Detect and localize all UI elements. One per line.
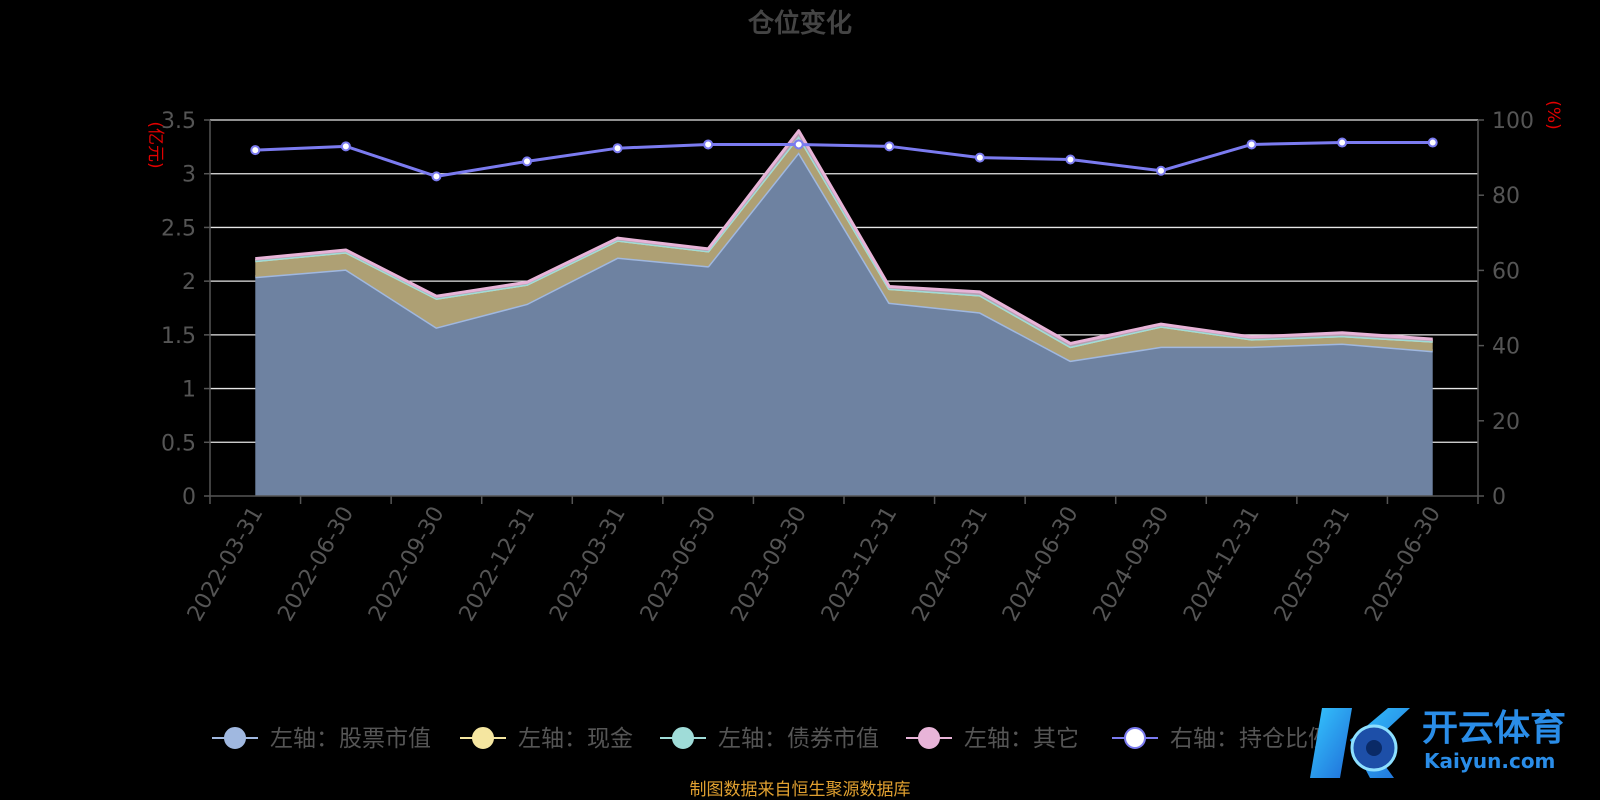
x-tick-label: 2024-12-31 — [1179, 503, 1265, 626]
right-tick-label: 40 — [1492, 335, 1520, 360]
holding-ratio-line — [250, 137, 1438, 182]
x-tick-label: 2023-12-31 — [817, 502, 903, 625]
left-axis-label: (亿元) — [145, 121, 165, 168]
ratio-point — [1427, 137, 1438, 148]
left-tick-label: 1.5 — [161, 324, 196, 349]
ratio-point — [340, 141, 351, 152]
left-tick-label: 2.5 — [161, 216, 196, 241]
left-tick-label: 3 — [182, 163, 196, 188]
x-tick-label: 2023-09-30 — [726, 503, 812, 626]
data-source-note: 制图数据来自恒生聚源数据库 — [690, 780, 911, 800]
x-tick-label: 2023-03-31 — [545, 503, 631, 626]
legend-label: 右轴：持仓比例 — [1170, 726, 1331, 752]
legend-marker — [672, 727, 694, 749]
ratio-point — [250, 145, 261, 156]
ratio-point — [431, 171, 442, 182]
legend-label: 左轴：债券市值 — [718, 726, 879, 752]
stacked-areas — [255, 129, 1433, 496]
left-tick-label: 0.5 — [161, 431, 196, 456]
legend-label: 左轴：股票市值 — [270, 726, 431, 752]
ratio-point — [1065, 154, 1076, 165]
x-tick-label: 2022-09-30 — [364, 503, 450, 626]
x-tick-label: 2024-03-31 — [907, 503, 993, 626]
area-1 — [255, 152, 1433, 496]
left-tick-label: 3.5 — [161, 109, 196, 134]
ratio-point — [612, 143, 623, 154]
ratio-point — [703, 139, 714, 150]
legend-item: 左轴：现金 — [460, 726, 633, 752]
legend-marker — [224, 727, 246, 749]
ratio-line — [255, 141, 1433, 178]
legend-item: 左轴：其它 — [906, 726, 1079, 752]
watermark-url: Kaiyun.com — [1424, 749, 1555, 773]
ratio-point — [793, 139, 804, 150]
ratio-point — [1337, 137, 1348, 148]
legend: 左轴：股票市值 左轴：现金 左轴：债券市值 左轴：其它 右轴：持仓比例 — [212, 726, 1331, 752]
x-tick-label: 2025-03-31 — [1270, 503, 1356, 626]
x-tick-label: 2023-06-30 — [636, 503, 722, 626]
legend-item: 左轴：股票市值 — [212, 726, 431, 752]
x-tick-label: 2024-06-30 — [998, 503, 1084, 626]
kaiyun-watermark-logo: 开云体育 Kaiyun.com — [1310, 708, 1566, 778]
legend-label: 左轴：现金 — [518, 726, 633, 752]
legend-marker — [472, 727, 494, 749]
legend-marker — [918, 727, 940, 749]
ratio-point — [1156, 165, 1166, 176]
x-tick-label: 2022-03-31 — [183, 503, 269, 626]
x-tick-label: 2024-09-30 — [1089, 503, 1175, 626]
ratio-point — [884, 141, 895, 152]
area-edge-4 — [255, 129, 1433, 345]
legend-marker — [1124, 727, 1146, 749]
left-tick-label: 1 — [182, 378, 196, 403]
watermark-brand: 开云体育 — [1422, 708, 1566, 749]
right-tick-label: 80 — [1492, 184, 1520, 209]
left-tick-label: 0 — [182, 485, 196, 510]
right-tick-label: 60 — [1492, 259, 1520, 284]
x-tick-label: 2022-06-30 — [273, 503, 359, 626]
ratio-point — [1246, 139, 1257, 150]
right-axis-label: (%) — [1543, 100, 1563, 129]
right-tick-label: 20 — [1492, 410, 1520, 435]
left-tick-label: 2 — [182, 270, 196, 295]
ratio-point — [974, 152, 985, 163]
legend-item: 右轴：持仓比例 — [1112, 726, 1331, 752]
legend-label: 左轴：其它 — [964, 726, 1079, 752]
x-tick-label: 2022-12-31 — [455, 503, 541, 626]
x-tick-label: 2025-06-30 — [1360, 503, 1446, 626]
ratio-point — [522, 156, 532, 167]
legend-item: 左轴：债券市值 — [660, 726, 879, 752]
right-tick-label: 100 — [1492, 109, 1534, 134]
right-tick-label: 0 — [1492, 485, 1506, 510]
chart-title: 仓位变化 — [747, 8, 852, 39]
